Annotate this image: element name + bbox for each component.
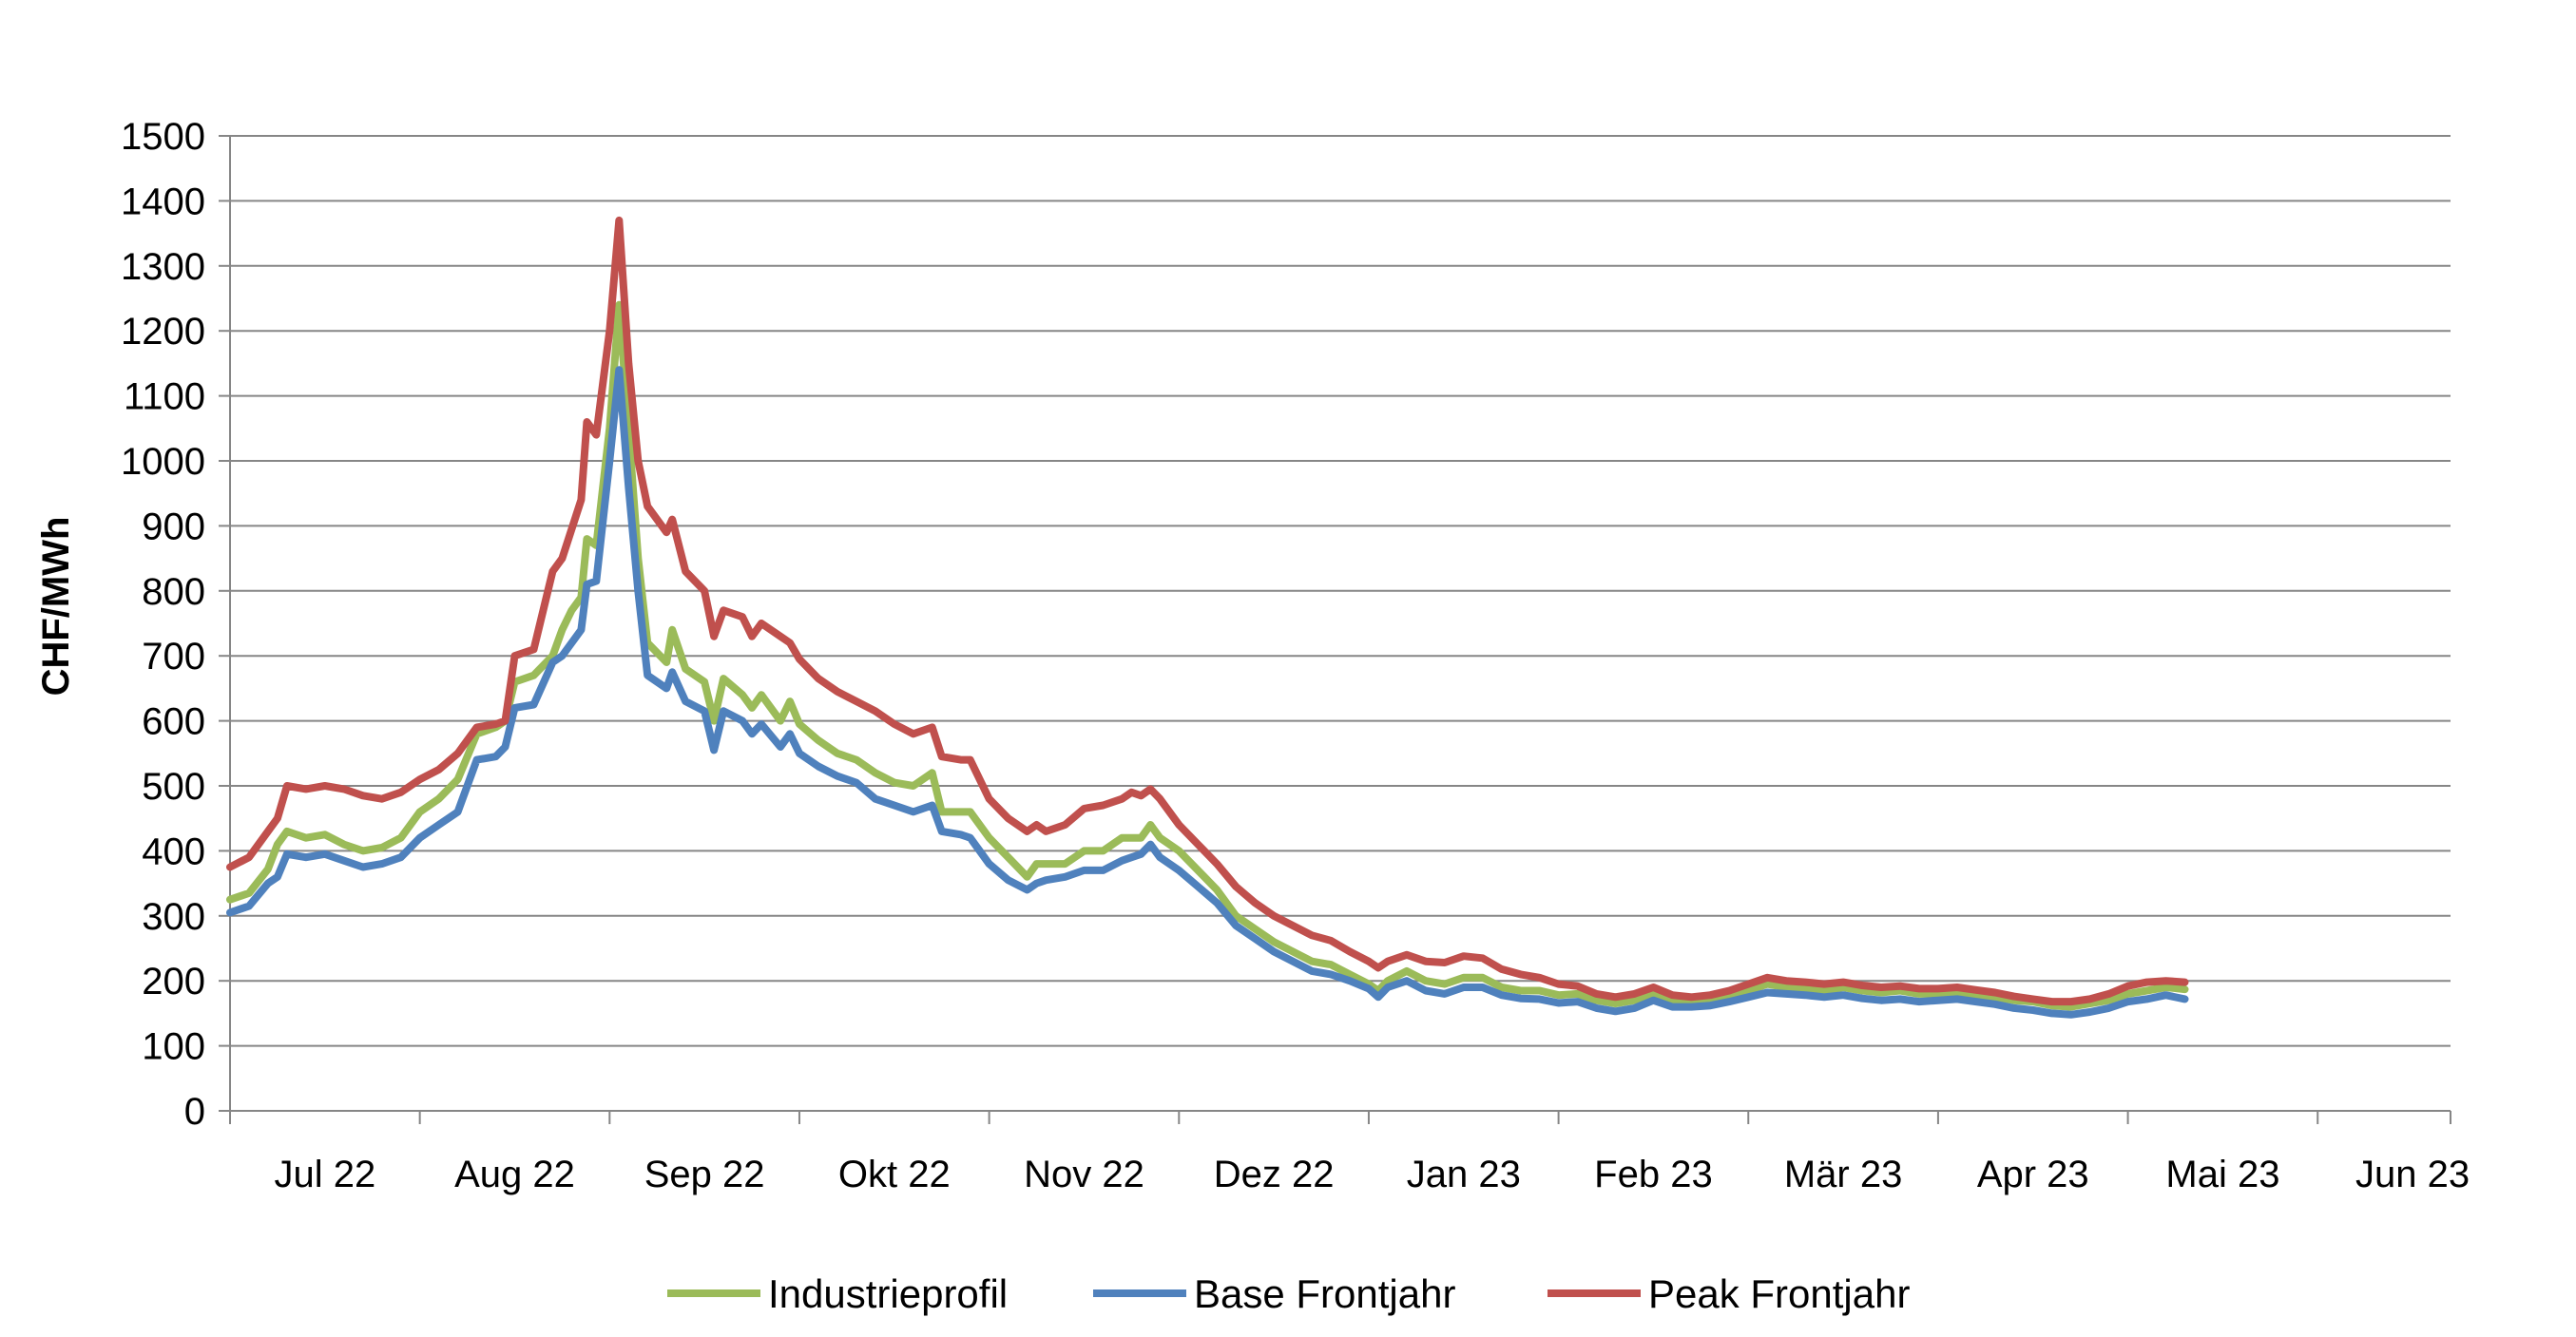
- series-line-industrieprofil: [226, 300, 2189, 1011]
- y-tick-label: 1500: [121, 116, 205, 158]
- y-tick-label: 300: [142, 896, 205, 938]
- y-tick-label: 1200: [121, 311, 205, 353]
- y-tick-label: 1300: [121, 246, 205, 288]
- legend-label: Base Frontjahr: [1194, 1271, 1455, 1316]
- x-tick-label: Aug 22: [454, 1154, 575, 1195]
- y-tick-label: 0: [184, 1091, 205, 1133]
- y-tick-label: 200: [142, 961, 205, 1003]
- x-tick-label: Feb 23: [1594, 1154, 1713, 1195]
- y-tick-label: 500: [142, 766, 205, 808]
- y-tick-labels: 0 100 200 300 400 500 600 700 800 900 1000 1100 1200…: [121, 116, 205, 1133]
- x-tick-label: Nov 22: [1024, 1154, 1144, 1195]
- y-tick-label: 700: [142, 636, 205, 678]
- x-tick-label: Jun 23: [2355, 1154, 2470, 1195]
- x-tick-label: Apr 23: [1977, 1154, 2089, 1195]
- legend: Industrieprofil Base Frontjahr Peak Frontj…: [667, 1271, 1910, 1316]
- x-tick-label: Jan 23: [1407, 1154, 1521, 1195]
- legend-label: Peak Frontjahr: [1648, 1271, 1910, 1316]
- y-tick-label: 1400: [121, 181, 205, 222]
- y-tick-label: 1000: [121, 441, 205, 483]
- y-tick-label: 800: [142, 571, 205, 613]
- series-lines: [226, 216, 2189, 1019]
- x-tick-labels: Jul 22 Aug 22 Sep 22 Okt 22 Nov 22 Dez 22 Jan …: [274, 1154, 2470, 1195]
- series-line-peak-frontjahr: [226, 216, 2189, 1006]
- y-tick-label: 600: [142, 701, 205, 743]
- x-tick-label: Jul 22: [274, 1154, 375, 1195]
- y-tick-label: 400: [142, 831, 205, 872]
- axes: [219, 135, 2451, 1124]
- y-tick-label: 1100: [124, 376, 205, 418]
- series-line-base-frontjahr: [226, 366, 2189, 1019]
- legend-label: Industrieprofil: [768, 1271, 1008, 1316]
- y-tick-label: 900: [142, 506, 205, 547]
- x-tick-label: Mai 23: [2165, 1154, 2279, 1195]
- x-tick-label: Dez 22: [1214, 1154, 1335, 1195]
- y-axis-title: CHF/MWh: [35, 517, 77, 697]
- x-tick-label: Sep 22: [644, 1154, 765, 1195]
- y-tick-label: 100: [142, 1026, 205, 1068]
- x-tick-label: Okt 22: [838, 1154, 951, 1195]
- gridlines: [230, 135, 2451, 1047]
- x-tick-label: Mär 23: [1784, 1154, 1903, 1195]
